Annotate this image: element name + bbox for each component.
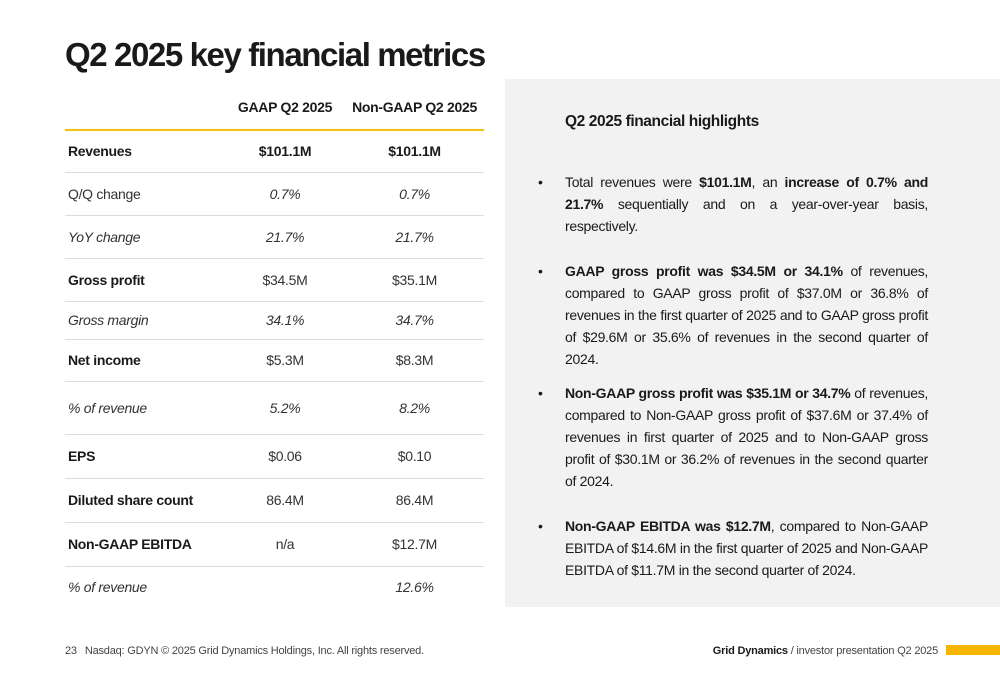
highlight-bullet-non-gaap-ebitda: Non-GAAP EBITDA was $12.7M, compared to … [538,515,928,581]
non-gaap-value: 12.6% [395,579,434,596]
gaap-value: $34.5M [225,258,345,302]
table-row-gross-profit: Gross profit $34.5M $35.1M [65,258,484,302]
bullet-text: of revenues, compared to Non-GAAP gross … [565,385,928,489]
table-header-row: GAAP Q2 2025 Non-GAAP Q2 2025 [65,84,484,131]
non-gaap-value: $35.1M [345,258,484,302]
bullet-strong: Non-GAAP gross profit was $35.1M or 34.7… [565,385,851,401]
highlight-bullet-revenues: Total revenues were $101.1M, an increase… [538,171,928,237]
non-gaap-value: 8.2% [345,381,484,435]
row-label: Diluted share count [65,478,225,523]
gaap-value [225,566,345,608]
table-row-yoy-change: YoY change 21.7% 21.7% [65,215,484,259]
non-gaap-value: 0.7% [345,172,484,216]
footer-legal: 23 Nasdaq: GDYN © 2025 Grid Dynamics Hold… [65,645,424,657]
row-label: Q/Q change [65,172,225,216]
highlights-panel: Q2 2025 financial highlights Total reven… [505,79,1000,607]
non-gaap-value: 34.7% [345,301,484,340]
row-label: Revenues [65,130,225,173]
row-label: YoY change [65,215,225,259]
highlight-bullet-gaap-gross-profit: GAAP gross profit was $34.5M or 34.1% of… [538,260,928,370]
non-gaap-value: $101.1M [345,130,484,173]
highlight-bullet-non-gaap-gross-profit: Non-GAAP gross profit was $35.1M or 34.7… [538,382,928,492]
bullet-text: Total revenues were [565,174,700,190]
bullet-strong: increase of 0.7% and 21.7% [565,174,928,212]
bullet-strong: $101.1M [699,174,752,190]
deck-name: investor presentation Q2 2025 [796,645,938,657]
page-number: 23 [65,645,77,657]
bullet-text: of revenues, compared to GAAP gross prof… [565,263,928,367]
highlights-title: Q2 2025 financial highlights [565,113,759,130]
bullet-text: , an [751,174,785,190]
header-non-gaap: Non-GAAP Q2 2025 [345,84,484,131]
table-row-diluted-share-count: Diluted share count 86.4M 86.4M [65,478,484,523]
non-gaap-value: $12.7M [345,522,484,567]
table-row-revenues: Revenues $101.1M $101.1M [65,130,484,173]
table-row-gross-margin: Gross margin 34.1% 34.7% [65,301,484,340]
row-label: Gross margin [65,301,225,340]
brand-name: Grid Dynamics [712,645,788,657]
bullet-text: , compared to Non-GAAP EBITDA of $14.6M … [565,518,928,578]
legal-text: Nasdaq: GDYN © 2025 Grid Dynamics Holdin… [84,645,424,657]
non-gaap-value: $8.3M [345,339,484,382]
table-row-ebitda-pct: % of revenue 12.6% [65,566,484,608]
row-label: Gross profit [65,258,225,302]
gaap-value: $0.06 [225,434,345,479]
table-row-eps: EPS $0.06 $0.10 [65,434,484,479]
gaap-value: 21.7% [225,215,345,259]
non-gaap-value: 86.4M [345,478,484,523]
table-row-qq-change: Q/Q change 0.7% 0.7% [65,172,484,216]
gaap-value: 86.4M [225,478,345,523]
row-label: Net income [65,339,225,382]
gaap-value: $101.1M [225,130,345,173]
table-row-non-gaap-ebitda: Non-GAAP EBITDA n/a $12.7M [65,522,484,567]
table-row-net-income-pct: % of revenue 5.2% 8.2% [65,381,484,435]
header-label-column [65,84,225,131]
header-gaap: GAAP Q2 2025 [225,84,345,131]
gaap-value: 34.1% [225,301,345,340]
footer-separator: / [787,645,797,657]
financial-metrics-table: GAAP Q2 2025 Non-GAAP Q2 2025 Revenues $… [65,84,484,608]
page-title: Q2 2025 key financial metrics [65,36,486,73]
accent-bar [946,645,1000,655]
non-gaap-value: 21.7% [345,215,484,259]
bullet-strong: Non-GAAP EBITDA was $12.7M [565,518,771,534]
row-label: Non-GAAP EBITDA [65,522,225,567]
gaap-value: 5.2% [225,381,345,435]
row-label: % of revenue [65,381,225,435]
bullet-text: sequentially and on a year-over-year bas… [565,196,928,234]
row-label: % of revenue [68,579,147,596]
gaap-value: $5.3M [225,339,345,382]
gaap-value: n/a [225,522,345,567]
bullet-strong: GAAP gross profit was $34.5M or 34.1% [565,263,843,279]
non-gaap-value: $0.10 [345,434,484,479]
footer-brand: Grid Dynamics / investor presentation Q2… [713,645,938,657]
gaap-value: 0.7% [225,172,345,216]
table-row-net-income: Net income $5.3M $8.3M [65,339,484,382]
row-label: EPS [65,434,225,479]
